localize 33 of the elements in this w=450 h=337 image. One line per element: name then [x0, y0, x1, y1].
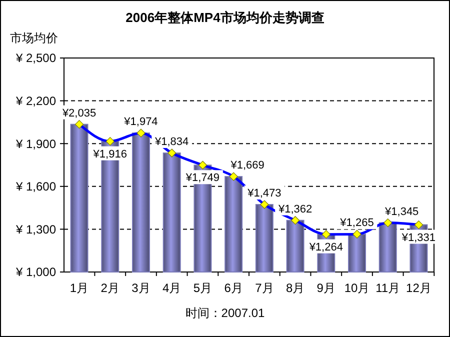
x-tick-label: 4月: [162, 281, 182, 295]
data-label: ¥1,834: [154, 136, 189, 148]
data-label: ¥1,345: [384, 206, 419, 218]
y-tick-label: ¥ 1,000: [14, 265, 56, 280]
x-tick-label: 9月: [316, 281, 336, 295]
data-label: ¥1,362: [277, 203, 312, 216]
y-tick-label: ¥ 2,500: [14, 51, 56, 66]
y-axis-title: 市场均价: [10, 31, 58, 45]
data-label: ¥1,331: [400, 232, 436, 244]
x-tick-label: 6月: [224, 281, 243, 295]
chart-title: 2006年整体MP4市场均价走势调查: [126, 10, 324, 25]
x-tick-label: 1月: [70, 281, 89, 295]
text: 时间：2007.01: [185, 306, 266, 320]
x-tick-label: 7月: [255, 281, 274, 295]
x-tick-label: 3月: [132, 281, 150, 295]
x-tick-label: 5月: [193, 281, 212, 295]
data-label: ¥1,473: [246, 188, 282, 200]
data-label: ¥1,264: [308, 241, 343, 254]
x-tick-label: 2月: [100, 281, 120, 295]
x-tick-label: 12月: [406, 281, 432, 295]
data-label: ¥1,916: [92, 148, 127, 160]
x-tick-label: 8月: [286, 281, 305, 295]
x-tick-label: 11月: [376, 281, 400, 295]
y-tick-label: ¥ 1,900: [14, 136, 56, 151]
data-label: ¥1,265: [339, 217, 374, 230]
y-tick-label: ¥ 1,300: [14, 222, 56, 236]
data-label: ¥1,974: [123, 116, 158, 128]
data-label: ¥2,035: [61, 107, 96, 120]
data-label: ¥1,749: [184, 172, 220, 184]
x-tick-label: 10月: [344, 281, 370, 295]
y-tick-label: ¥ 1,600: [14, 180, 56, 194]
y-tick-label: ¥ 2,200: [14, 94, 56, 108]
data-label: ¥1,669: [230, 160, 264, 172]
